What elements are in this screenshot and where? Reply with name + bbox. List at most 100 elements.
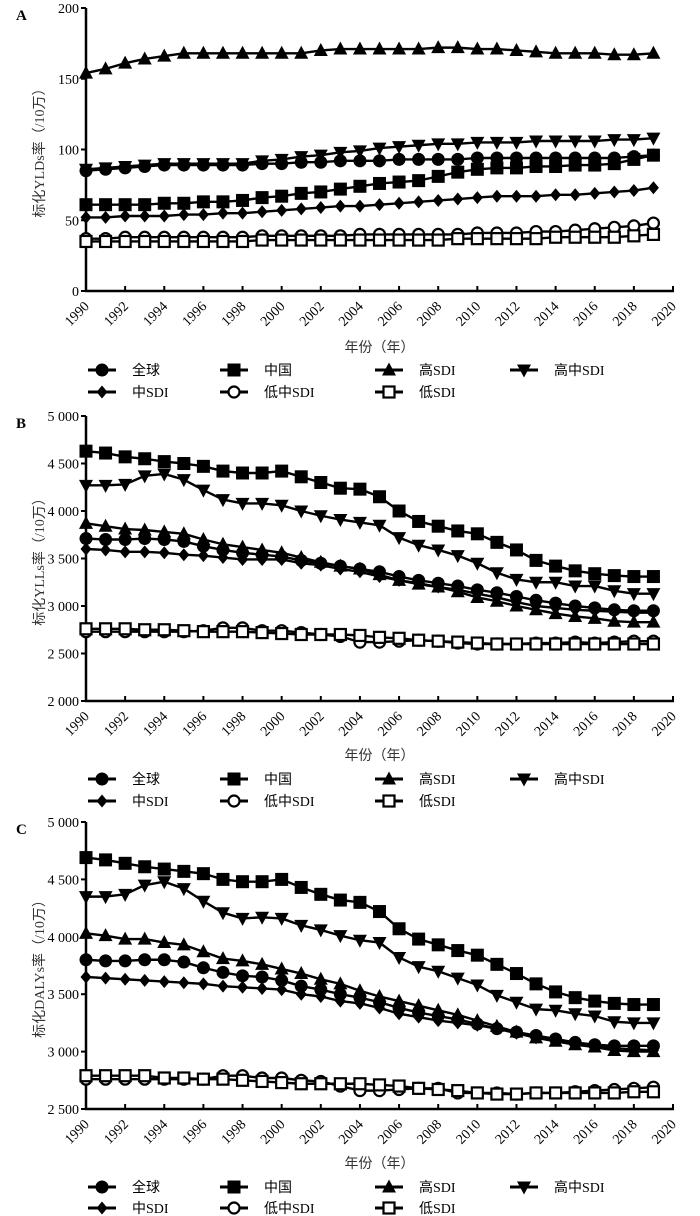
data-point xyxy=(432,1014,444,1028)
data-point xyxy=(529,1086,543,1100)
x-tick-label: 2014 xyxy=(532,709,562,739)
data-point xyxy=(626,47,641,61)
data-point xyxy=(587,610,602,624)
legend-label: 中SDI xyxy=(132,1201,169,1216)
x-tick-label: 2012 xyxy=(493,299,523,329)
data-point xyxy=(275,157,289,171)
data-point xyxy=(157,455,171,469)
data-point xyxy=(137,51,152,65)
data-point xyxy=(568,564,582,578)
data-point xyxy=(276,983,288,997)
panel-label: C xyxy=(16,822,27,838)
legend-marker xyxy=(382,1201,396,1215)
data-point xyxy=(509,136,524,150)
data-point xyxy=(176,937,191,951)
data-point xyxy=(372,233,387,247)
x-tick-label: 2014 xyxy=(532,1117,562,1147)
y-tick-label: 150 xyxy=(58,73,79,88)
data-point xyxy=(118,1069,132,1083)
data-point xyxy=(236,969,250,983)
data-point xyxy=(608,185,620,199)
data-point xyxy=(255,625,269,640)
data-point xyxy=(333,514,348,528)
data-point xyxy=(119,209,131,223)
data-point xyxy=(100,543,112,557)
data-point xyxy=(646,45,661,59)
data-point xyxy=(550,601,562,615)
legend-label: 低SDI xyxy=(419,794,456,810)
data-point xyxy=(79,515,93,529)
data-point xyxy=(431,965,446,979)
legend-item: 全球 xyxy=(88,1179,160,1196)
data-point xyxy=(235,625,250,639)
data-point xyxy=(118,450,132,464)
data-point xyxy=(177,864,191,878)
data-point xyxy=(157,533,171,546)
legend-marker xyxy=(517,364,531,378)
data-point xyxy=(137,931,152,945)
legend-label: 高SDI xyxy=(419,771,456,788)
x-tick-label: 2006 xyxy=(375,709,405,739)
data-point xyxy=(216,158,230,172)
data-point xyxy=(568,991,582,1005)
data-point xyxy=(157,468,172,482)
data-point xyxy=(549,985,563,999)
data-point xyxy=(157,48,172,62)
data-point xyxy=(275,973,289,987)
data-point xyxy=(646,570,660,584)
legend-marker xyxy=(95,363,109,377)
legend-marker xyxy=(382,385,396,399)
legend-item: 高SDI xyxy=(375,362,456,379)
x-tick-label: 2002 xyxy=(297,709,327,739)
data-point xyxy=(100,210,112,224)
data-point xyxy=(98,234,113,249)
data-point xyxy=(489,567,504,581)
data-point xyxy=(99,162,113,176)
y-tick-label: 5 000 xyxy=(48,816,80,831)
data-point xyxy=(530,1031,542,1045)
data-point xyxy=(431,152,445,166)
legend: 全球 中国 高SDI 高中SDI 中SDI 低中SDI 低SDI xyxy=(88,362,605,401)
data-point xyxy=(217,551,229,565)
data-point xyxy=(118,856,132,870)
data-point xyxy=(333,930,348,944)
data-point xyxy=(589,186,601,200)
series-0 xyxy=(85,958,654,1048)
data-point xyxy=(549,151,563,165)
data-point xyxy=(177,234,191,249)
legend-item: 低SDI xyxy=(375,385,456,401)
data-point xyxy=(451,524,465,538)
data-point xyxy=(138,532,152,546)
data-point xyxy=(275,872,289,886)
data-point xyxy=(313,971,328,985)
data-point xyxy=(569,1037,581,1051)
series-6-markers xyxy=(79,622,661,651)
series-2-markers xyxy=(79,40,661,79)
data-point xyxy=(178,976,190,990)
y-tick-label: 5 000 xyxy=(48,410,80,425)
data-point xyxy=(294,979,308,993)
x-tick-label: 1992 xyxy=(102,1117,132,1147)
data-point xyxy=(98,1069,113,1083)
data-point xyxy=(607,1086,621,1100)
data-point xyxy=(431,138,446,152)
x-tick-label: 2000 xyxy=(258,709,288,739)
x-tick-label: 1998 xyxy=(219,1117,249,1147)
data-point xyxy=(236,546,250,560)
data-point xyxy=(432,193,444,207)
data-point xyxy=(587,1010,602,1024)
y-axis-title: 标化YLLs率（/10万） xyxy=(31,491,48,626)
x-axis-title: 年份（年） xyxy=(345,748,415,764)
data-point xyxy=(587,580,602,594)
series-6-markers xyxy=(79,227,661,249)
data-point xyxy=(138,452,152,466)
data-point xyxy=(118,478,133,492)
panel-label: B xyxy=(16,416,26,432)
data-point xyxy=(255,956,270,970)
data-point xyxy=(548,1004,563,1018)
legend-item: 高中SDI xyxy=(510,362,605,379)
data-point xyxy=(607,151,621,165)
data-point xyxy=(646,227,661,241)
data-point xyxy=(255,497,270,511)
data-point xyxy=(138,1069,152,1083)
